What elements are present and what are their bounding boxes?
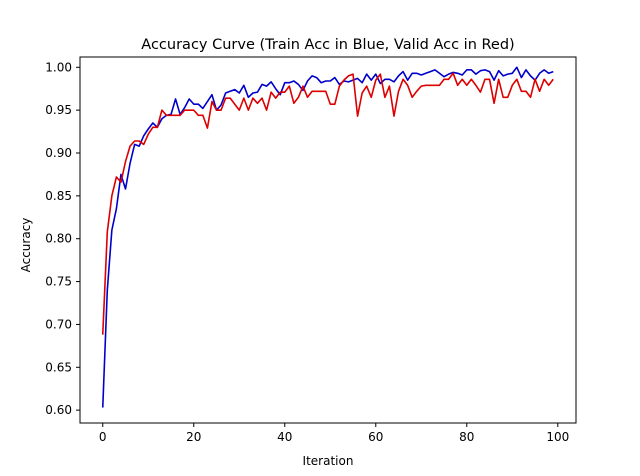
y-tick-label: 0.95	[45, 103, 72, 117]
x-axis-label: Iteration	[303, 454, 354, 468]
series-line-2	[101, 72, 554, 335]
x-tick-label: 60	[368, 430, 383, 444]
chart-title: Accuracy Curve (Train Acc in Blue, Valid…	[141, 37, 514, 53]
y-tick-label: 0.85	[45, 189, 72, 203]
y-tick-label: 1.00	[45, 60, 72, 74]
y-tick-label: 0.90	[45, 146, 72, 160]
y-tick-label: 0.65	[45, 360, 72, 374]
y-axis-label: Accuracy	[19, 218, 33, 273]
y-tick-label: 0.80	[45, 232, 72, 246]
series-layer	[101, 66, 554, 408]
y-tick-label: 0.75	[45, 275, 72, 289]
series-line-1	[101, 66, 554, 408]
x-tick-label: 80	[459, 430, 474, 444]
axes-layer: 0 20 40 60 80 100 0.60 0.65 0.70 0.75 0.80 0.85 0.90…	[45, 56, 577, 444]
y-tick-label: 0.70	[45, 317, 72, 331]
x-tick-label: 40	[277, 430, 292, 444]
x-tick-label: 100	[546, 430, 569, 444]
y-tick-label: 0.60	[45, 403, 72, 417]
plot-frame	[79, 56, 577, 424]
x-tick-label: 0	[99, 430, 107, 444]
x-tick-label: 20	[186, 430, 201, 444]
